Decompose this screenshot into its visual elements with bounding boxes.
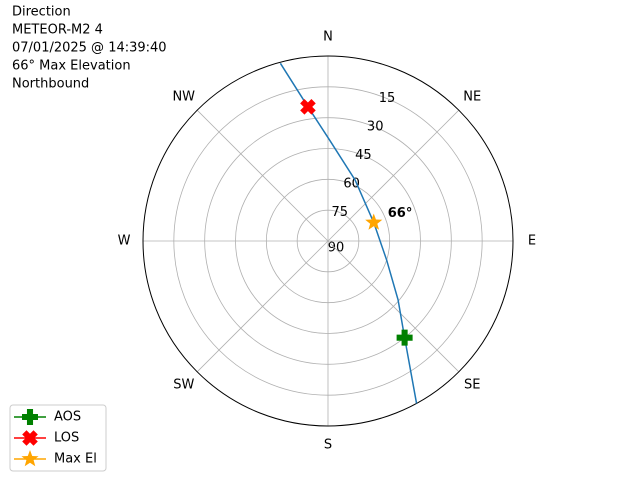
grid-spoke bbox=[327, 240, 460, 373]
x-tick-label: E bbox=[528, 234, 536, 249]
marker-star bbox=[365, 213, 383, 230]
y-tick-label: 75 bbox=[332, 205, 349, 220]
legend-label: LOS bbox=[54, 431, 79, 446]
y-tick-label: 15 bbox=[379, 91, 396, 106]
legend-marker bbox=[21, 450, 39, 467]
x-tick-label: W bbox=[118, 234, 131, 249]
title-line: 07/01/2025 @ 14:39:40 bbox=[12, 41, 167, 56]
marker-x bbox=[300, 99, 316, 115]
legend-frame bbox=[9, 404, 107, 472]
x-tick-label: NW bbox=[172, 89, 195, 104]
legend: AOS LOS Max El bbox=[9, 404, 107, 472]
x-tick-label: SE bbox=[464, 378, 480, 393]
x-tick-label: N bbox=[323, 30, 333, 45]
marker-plus bbox=[396, 329, 413, 346]
polar-frame bbox=[142, 55, 514, 427]
title-line: METEOR-M2 4 bbox=[12, 23, 103, 38]
grid-spoke bbox=[196, 240, 329, 373]
legend-marker bbox=[22, 409, 38, 425]
grid-spoke bbox=[327, 109, 460, 242]
y-tick-label: 30 bbox=[367, 120, 384, 135]
x-tick-label: S bbox=[324, 438, 332, 453]
y-tick-label: 45 bbox=[355, 148, 372, 163]
x-tick-label: SW bbox=[173, 378, 194, 393]
y-tick-label: 90 bbox=[328, 241, 345, 256]
legend-label: AOS bbox=[54, 410, 81, 425]
title-line: Direction bbox=[12, 5, 71, 20]
legend-marker bbox=[22, 430, 38, 446]
track-line bbox=[279, 62, 418, 404]
title-line: 66° Max Elevation bbox=[12, 59, 131, 74]
title-line: Northbound bbox=[12, 77, 89, 92]
grid-spoke bbox=[196, 109, 329, 242]
legend-label: Max El bbox=[54, 452, 97, 467]
x-tick-label: NE bbox=[463, 89, 481, 104]
annotation: 66° bbox=[388, 206, 413, 221]
